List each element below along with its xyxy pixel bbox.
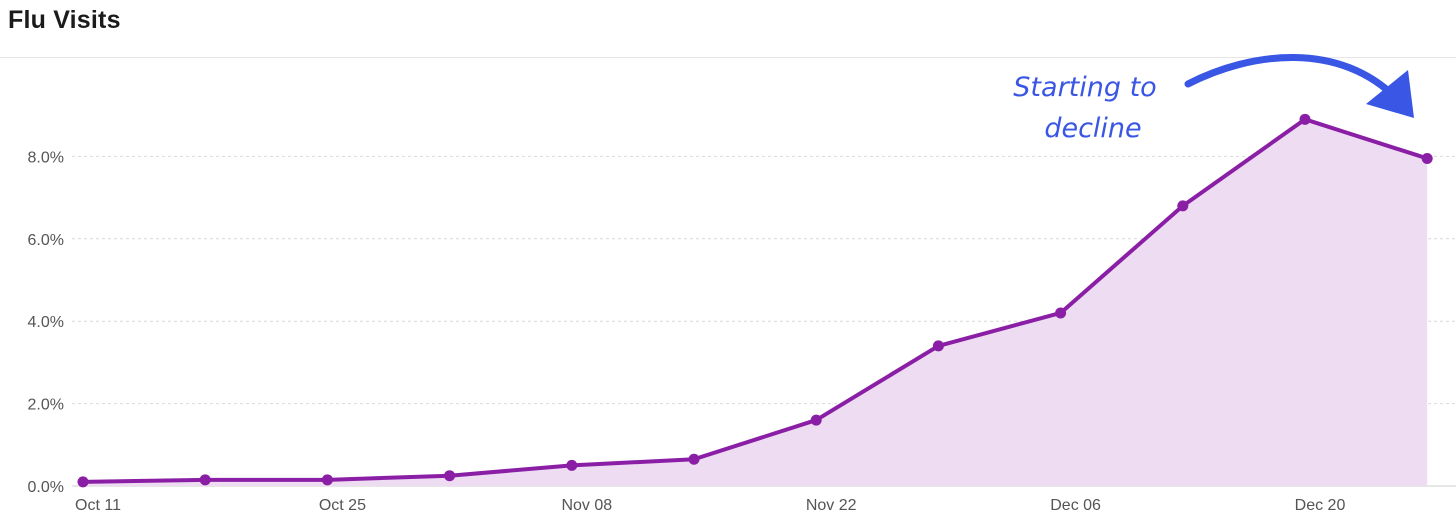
data-point	[932, 340, 944, 352]
y-tick-label: 2.0%	[28, 397, 64, 414]
annotation-text-line1: Starting to	[1013, 72, 1156, 103]
chart-header: Flu Visits	[0, 0, 1456, 58]
x-tick-label: Dec 06	[1050, 497, 1101, 514]
data-point	[810, 414, 822, 426]
x-tick-label: Dec 20	[1295, 497, 1346, 514]
annotation-text-line2: decline	[1044, 113, 1141, 144]
data-point	[566, 459, 578, 471]
annotation: Starting to decline	[1013, 54, 1414, 144]
x-tick-label: Oct 11	[75, 497, 121, 514]
data-point	[1299, 113, 1311, 125]
y-axis-ticks: 0.0% 2.0% 4.0% 6.0% 8.0%	[28, 149, 64, 496]
y-tick-label: 6.0%	[28, 232, 64, 249]
data-point	[1177, 200, 1189, 212]
x-tick-label: Nov 22	[806, 497, 857, 514]
data-point	[1421, 152, 1433, 164]
data-point	[688, 453, 700, 465]
x-tick-label: Nov 08	[561, 497, 612, 514]
y-tick-label: 8.0%	[28, 149, 64, 166]
data-point	[77, 476, 89, 488]
chart-title: Flu Visits	[8, 6, 121, 34]
data-point	[1055, 307, 1067, 319]
annotation-arrow-curve	[1184, 54, 1402, 104]
data-point	[321, 474, 333, 486]
x-tick-label: Oct 25	[319, 497, 366, 514]
y-tick-label: 0.0%	[28, 479, 64, 496]
data-point	[199, 474, 211, 486]
annotation-arrowhead	[1366, 70, 1414, 118]
data-point	[444, 470, 456, 482]
points-layer	[77, 113, 1433, 488]
y-tick-label: 4.0%	[28, 314, 64, 331]
series-area	[83, 119, 1428, 486]
line-layer	[81, 117, 1430, 484]
x-axis-ticks: Oct 11 Oct 25 Nov 08 Nov 22 Dec 06 Dec 20	[75, 497, 1345, 514]
series-line	[81, 117, 1430, 484]
area-layer	[83, 119, 1428, 486]
